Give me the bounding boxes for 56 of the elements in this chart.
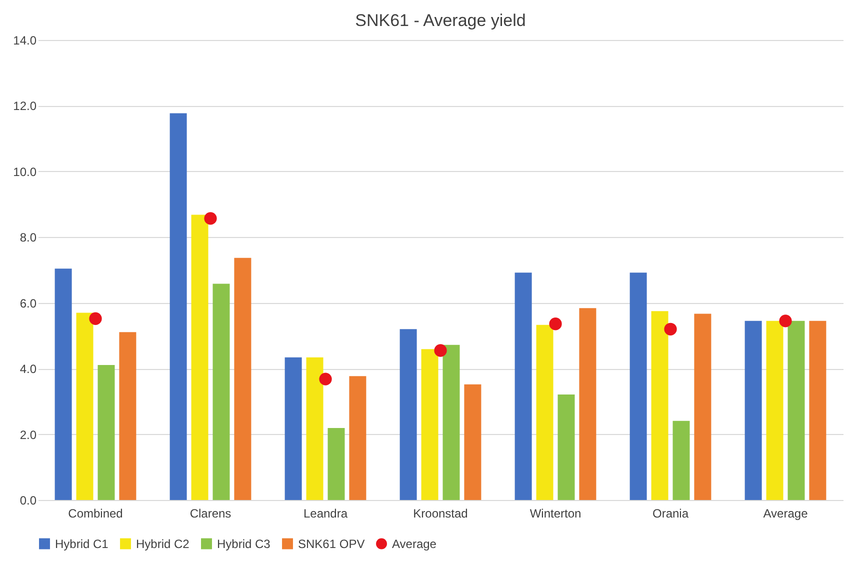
- point: [549, 318, 562, 330]
- bar: [651, 311, 668, 500]
- bar: [349, 376, 366, 500]
- y-tick-label: 8.0: [20, 230, 37, 245]
- legend-label: Hybrid C2: [136, 536, 190, 551]
- x-tick-label: Orania: [652, 506, 689, 520]
- y-tick-label: 10.0: [13, 164, 37, 179]
- legend-label: SNK61 OPV: [298, 536, 365, 551]
- bar: [579, 308, 596, 500]
- point: [664, 322, 677, 336]
- bar: [514, 272, 532, 500]
- bar: [558, 394, 575, 500]
- bar: [672, 420, 690, 500]
- bar: [212, 284, 230, 500]
- bar: [536, 324, 554, 500]
- x-tick-label: Leandra: [303, 506, 348, 520]
- x-tick-label: Winterton: [530, 506, 582, 520]
- chart-title: SNK61 - Average yield: [355, 11, 526, 30]
- y-tick-label: 0.0: [20, 494, 37, 508]
- y-tick-label: 2.0: [20, 428, 37, 442]
- bar: [306, 357, 324, 500]
- point: [204, 212, 217, 225]
- bar: [744, 320, 762, 500]
- bar: [464, 384, 482, 500]
- bar: [809, 320, 826, 500]
- y-tick-label: 4.0: [20, 362, 37, 376]
- bar: [191, 214, 208, 500]
- x-tick-label: Average: [763, 506, 808, 520]
- legend-label: Hybrid C3: [217, 536, 271, 551]
- bar: [234, 258, 252, 500]
- bar: [54, 268, 72, 500]
- bar: [630, 272, 647, 500]
- x-tick-label: Combined: [68, 506, 123, 520]
- y-tick-label: 12.0: [13, 99, 37, 114]
- point: [779, 314, 792, 328]
- bar: [170, 113, 187, 500]
- legend-label: Hybrid C1: [55, 536, 109, 551]
- bar: [421, 349, 438, 500]
- x-tick-label: Kroonstad: [413, 506, 468, 520]
- x-tick-label: Clarens: [190, 506, 232, 520]
- bar: [400, 329, 417, 500]
- bar: [98, 364, 115, 500]
- bar: [788, 320, 805, 500]
- bar: [328, 428, 345, 500]
- y-tick-label: 6.0: [20, 296, 37, 310]
- bar: [284, 357, 302, 500]
- bar: [694, 314, 712, 500]
- point: [89, 312, 102, 325]
- legend-label: Average: [392, 536, 437, 551]
- y-tick-label: 14.0: [13, 34, 37, 48]
- bar: [442, 344, 460, 500]
- bar: [766, 320, 784, 500]
- bar: [119, 332, 136, 500]
- point: [319, 372, 332, 386]
- point: [434, 344, 447, 357]
- bar: [76, 312, 94, 500]
